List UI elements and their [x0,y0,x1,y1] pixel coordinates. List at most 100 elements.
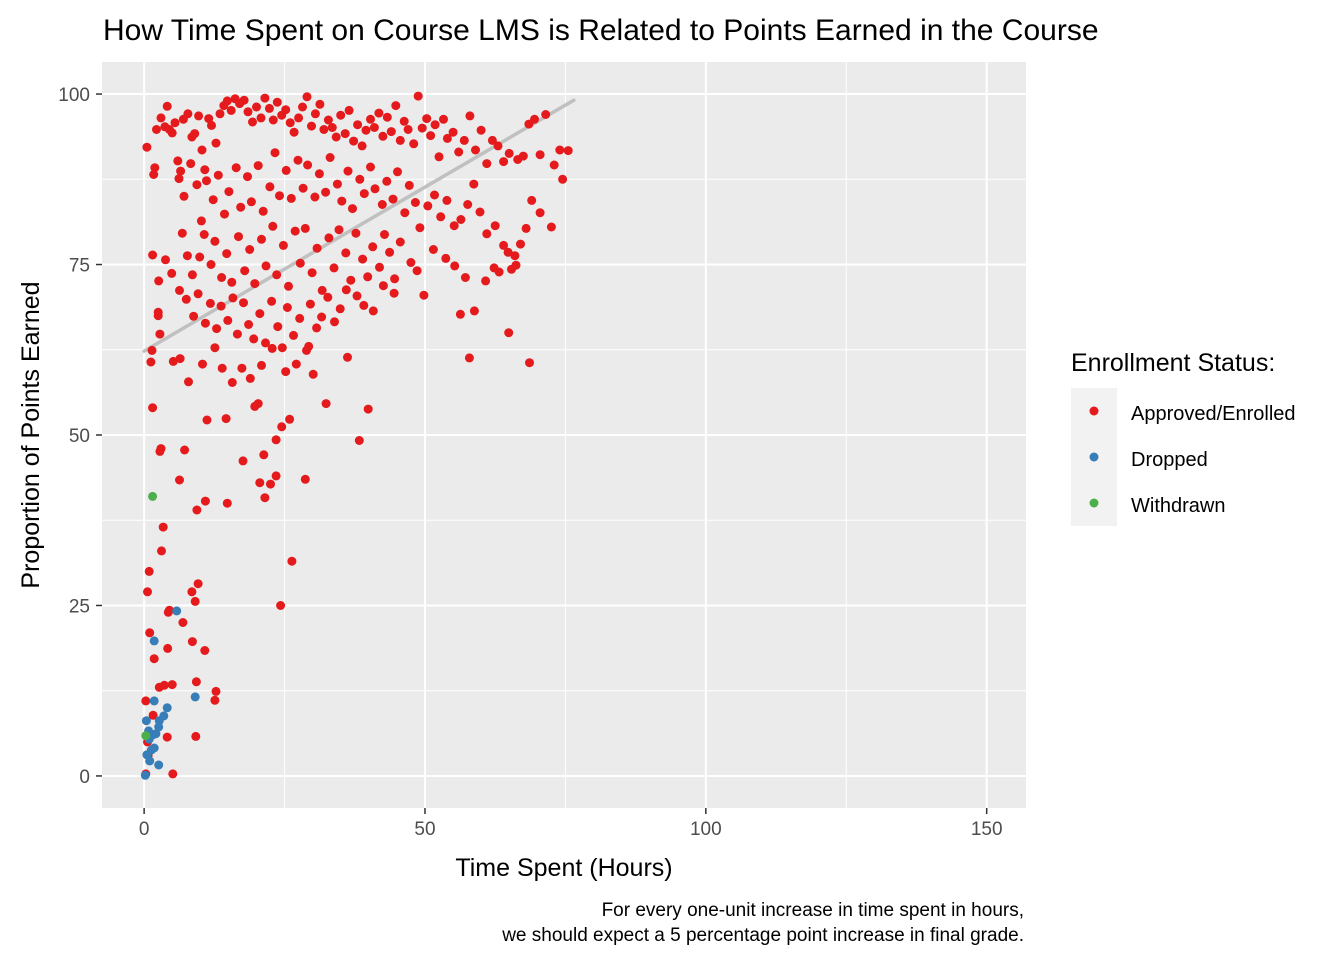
point-approved-enrolled [511,260,521,270]
caption-line-1: For every one-unit increase in time spen… [602,900,1024,921]
legend-key-withdrawn [1089,498,1099,508]
point-approved-enrolled [317,285,327,295]
y-axis-ticks: 0 25 50 75 100 [58,85,102,788]
point-approved-enrolled [246,197,256,207]
point-approved-enrolled [231,163,241,173]
point-approved-enrolled [273,322,283,332]
point-approved-enrolled [177,228,187,238]
point-approved-enrolled [332,179,342,189]
point-approved-enrolled [482,159,492,169]
point-approved-enrolled [304,341,314,351]
point-approved-enrolled [142,142,152,152]
x-tick-label: 100 [690,819,722,840]
point-approved-enrolled [464,353,474,363]
point-dropped [190,692,200,702]
point-approved-enrolled [224,187,234,197]
point-approved-enrolled [324,233,334,243]
point-approved-enrolled [189,311,199,321]
point-approved-enrolled [410,198,420,207]
point-approved-enrolled [359,189,369,199]
point-approved-enrolled [258,206,268,216]
point-approved-enrolled [312,323,322,333]
point-approved-enrolled [271,435,281,445]
point-approved-enrolled [516,239,525,249]
point-dropped [162,703,172,713]
point-approved-enrolled [259,450,269,460]
point-approved-enrolled [261,261,271,271]
point-approved-enrolled [449,221,459,231]
point-approved-enrolled [193,579,203,589]
point-approved-enrolled [153,311,163,321]
y-axis-title: Proportion of Points Earned [17,281,45,588]
point-approved-enrolled [220,209,229,219]
point-approved-enrolled [353,120,363,130]
point-approved-enrolled [430,190,439,200]
point-approved-enrolled [334,225,344,235]
point-approved-enrolled [250,279,260,289]
legend: Enrollment Status: Approved/Enrolled Dro… [1071,349,1296,526]
point-approved-enrolled [369,123,379,132]
point-dropped [154,722,164,732]
point-approved-enrolled [236,202,246,212]
point-approved-enrolled [190,129,200,139]
point-dropped [145,756,155,766]
point-dropped [159,711,169,721]
point-dropped [172,606,182,616]
point-approved-enrolled [175,285,184,295]
point-approved-enrolled [148,250,158,260]
point-approved-enrolled [455,309,465,319]
point-dropped [149,696,159,706]
point-approved-enrolled [260,93,270,103]
point-approved-enrolled [331,132,341,142]
point-approved-enrolled [167,128,177,138]
point-approved-enrolled [239,95,249,105]
point-approved-enrolled [278,240,288,250]
point-approved-enrolled [382,112,392,122]
point-approved-enrolled [240,266,250,276]
point-approved-enrolled [393,167,402,177]
point-approved-enrolled [243,172,252,182]
point-approved-enrolled [390,274,400,284]
point-approved-enrolled [343,352,352,362]
point-approved-enrolled [248,117,257,127]
point-approved-enrolled [298,183,308,193]
point-approved-enrolled [226,105,236,115]
point-approved-enrolled [148,403,158,413]
point-approved-enrolled [197,145,207,155]
point-approved-enrolled [494,267,504,277]
point-approved-enrolled [216,301,226,311]
point-approved-enrolled [300,223,310,233]
point-approved-enrolled [227,378,237,387]
point-approved-enrolled [375,262,384,272]
point-approved-enrolled [541,110,551,119]
point-approved-enrolled [167,268,177,278]
point-approved-enrolled [363,272,373,282]
point-approved-enrolled [302,92,312,102]
point-approved-enrolled [290,226,300,236]
point-approved-enrolled [404,180,414,190]
point-approved-enrolled [293,155,303,165]
point-approved-enrolled [155,329,165,339]
point-approved-enrolled [228,293,238,303]
point-approved-enrolled [187,637,197,647]
point-approved-enrolled [330,317,339,327]
point-approved-enrolled [336,110,346,120]
point-approved-enrolled [196,216,206,226]
legend-label-withdrawn: Withdrawn [1131,495,1225,517]
point-approved-enrolled [378,281,388,291]
point-approved-enrolled [423,201,433,211]
point-approved-enrolled [527,195,537,205]
point-approved-enrolled [323,115,333,125]
point-approved-enrolled [368,242,378,252]
point-approved-enrolled [267,296,277,306]
point-approved-enrolled [154,276,164,286]
point-approved-enrolled [245,373,255,383]
point-approved-enrolled [391,101,401,111]
point-approved-enrolled [159,680,169,690]
point-approved-enrolled [310,192,320,202]
point-approved-enrolled [256,113,266,123]
point-approved-enrolled [141,696,151,706]
point-approved-enrolled [268,115,278,125]
point-approved-enrolled [395,237,405,247]
